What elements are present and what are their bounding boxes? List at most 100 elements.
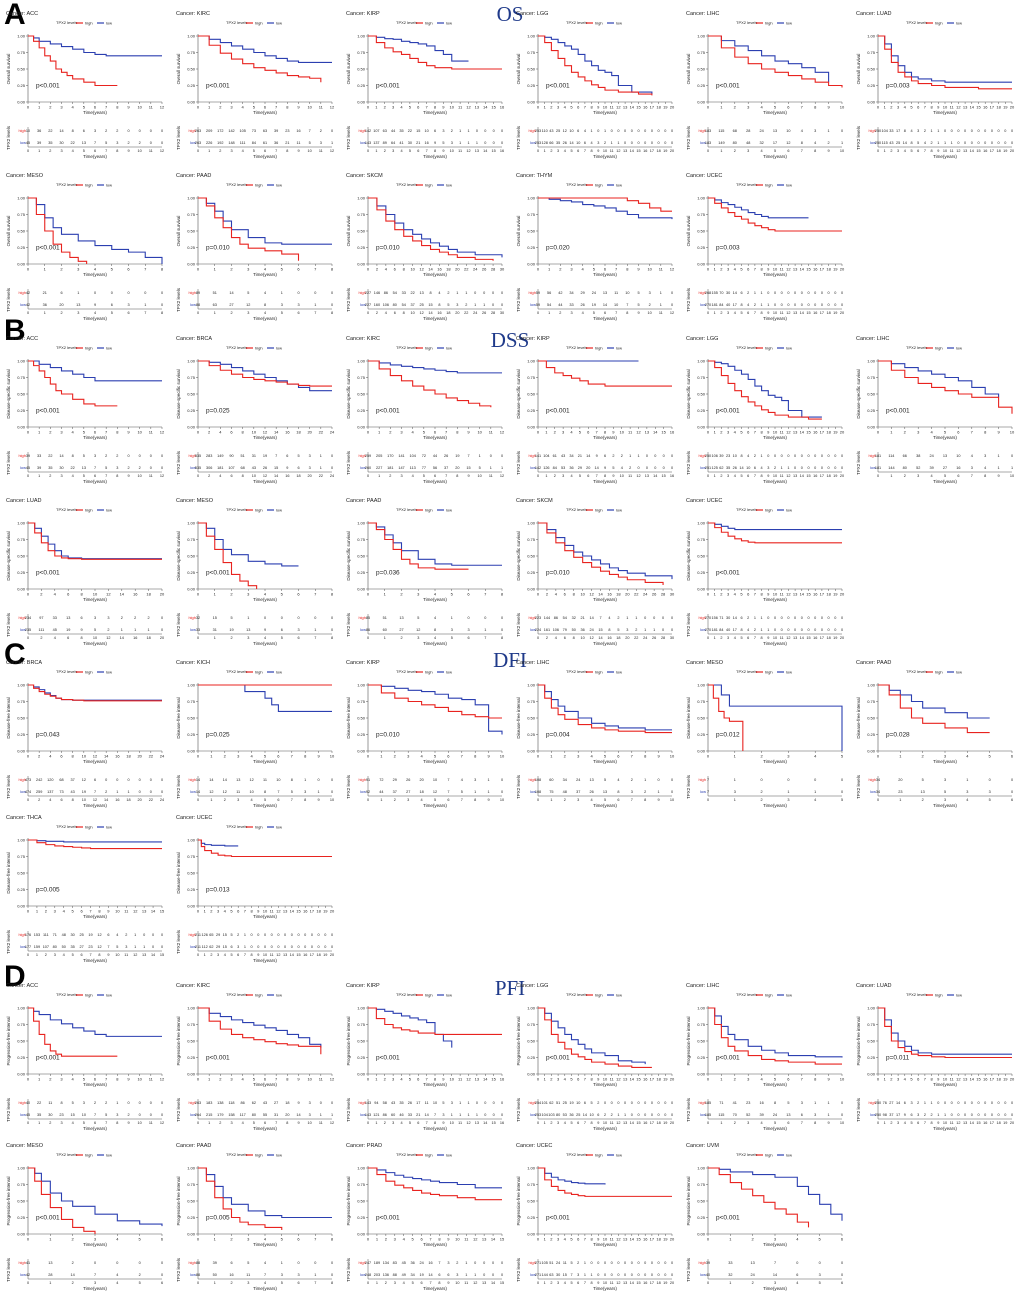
risk-count-high: 1	[635, 616, 637, 620]
legend-title: TPX2 levels	[396, 669, 417, 674]
risk-count-low: 0	[483, 1273, 485, 1277]
risk-x-axis-label: Time(years)	[933, 1126, 957, 1131]
risk-count-high: 25	[563, 1101, 567, 1105]
x-axis-label: Time(years)	[593, 1242, 617, 1247]
risk-x-tick-label: 7	[314, 1281, 316, 1285]
y-tick-label: 0.50	[697, 229, 706, 234]
x-tick-label: 13	[482, 1237, 487, 1242]
y-tick-label: 0.25	[357, 570, 366, 575]
x-tick-label: 8	[590, 105, 593, 110]
risk-count-high: 0	[658, 1101, 660, 1105]
x-tick-label: 9	[637, 267, 640, 272]
risk-count-high: 5	[247, 291, 249, 295]
risk-x-tick-label: 11	[270, 953, 274, 957]
risk-x-tick-label: 5	[570, 1281, 572, 1285]
risk-count-low: 0	[787, 628, 789, 632]
risk-row-high-label: high	[868, 777, 876, 782]
x-tick-label: 8	[644, 754, 647, 759]
risk-count-low: 5	[479, 466, 481, 470]
risk-x-tick-label: 14	[800, 311, 804, 315]
x-tick-label: 16	[983, 1077, 988, 1082]
legend-high-label: high	[255, 1153, 263, 1158]
x-tick-label: 12	[473, 1237, 478, 1242]
section-letter-d: D	[4, 960, 26, 993]
x-tick-label: 1	[714, 430, 717, 435]
x-tick-label: 0	[197, 754, 200, 759]
y-tick-label: 1.00	[697, 1166, 706, 1171]
risk-count-low: 0	[161, 790, 163, 794]
x-tick-label: 10	[137, 1077, 142, 1082]
x-tick-label: 7	[484, 592, 487, 597]
risk-count-low: 143	[365, 1113, 371, 1117]
risk-count-low: 112	[202, 945, 208, 949]
y-axis-label: Disease-specific survival	[176, 531, 181, 580]
risk-count-low: 27	[229, 303, 233, 307]
risk-count-high: 6	[286, 454, 288, 458]
risk-x-tick-label: 6	[94, 474, 96, 478]
risk-count-low: 24	[589, 628, 593, 632]
risk-count-low: 35	[37, 1113, 41, 1117]
x-tick-label: 8	[626, 267, 629, 272]
risk-count-low: 0	[663, 466, 665, 470]
risk-x-tick-label: 18	[146, 636, 150, 640]
y-tick-label: 0.25	[17, 408, 26, 413]
risk-count-high: 5	[570, 1261, 572, 1265]
risk-count-high: 2	[631, 778, 633, 782]
risk-count-high: 155	[712, 291, 718, 295]
risk-count-high: 14	[223, 778, 227, 782]
risk-count-low: 53	[563, 1113, 567, 1117]
risk-row-high-label: high	[18, 932, 26, 937]
risk-x-tick-label: 8	[403, 311, 405, 315]
y-tick-label: 0.00	[187, 1072, 196, 1077]
risk-count-high: 51	[556, 1101, 560, 1105]
risk-count-low: 5	[442, 141, 444, 145]
risk-count-low: 0	[150, 790, 152, 794]
risk-count-low: 1	[761, 628, 763, 632]
risk-x-tick-label: 12	[500, 474, 504, 478]
legend-high-label: high	[765, 346, 773, 351]
y-tick-label: 0.50	[187, 229, 196, 234]
risk-count-low: 0	[991, 141, 993, 145]
risk-x-tick-label: 0	[197, 636, 199, 640]
risk-x-tick-label: 8	[434, 149, 436, 153]
x-tick-label: 4	[564, 1077, 567, 1082]
risk-count-low: 3	[237, 945, 239, 949]
risk-x-axis-label: Time(years)	[933, 154, 957, 159]
chart-title: Cancer: UCEC	[516, 1143, 552, 1149]
series-high-curve	[708, 1007, 842, 1065]
risk-x-tick-label: 14	[598, 636, 602, 640]
x-tick-label: 2	[554, 430, 557, 435]
risk-x-tick-label: 10	[620, 474, 624, 478]
risk-count-high: 10	[433, 1101, 437, 1105]
legend-title: TPX2 levels	[396, 182, 417, 187]
x-tick-label: 3	[727, 592, 730, 597]
y-tick-label: 0.50	[187, 1039, 196, 1044]
risk-count-low: 6	[597, 1113, 599, 1117]
x-tick-label: 0	[877, 105, 880, 110]
risk-x-tick-label: 1	[38, 149, 40, 153]
risk-count-high: 111	[43, 933, 49, 937]
risk-count-high: 12	[97, 933, 101, 937]
x-tick-label: 6	[747, 592, 750, 597]
legend-title: TPX2 levels	[396, 20, 417, 25]
risk-x-tick-label: 0	[27, 1281, 29, 1285]
risk-x-tick-label: 13	[475, 1121, 479, 1125]
risk-row-high-label: high	[188, 290, 196, 295]
risk-count-low: 21	[416, 141, 420, 145]
y-tick-label: 0.50	[697, 67, 706, 72]
risk-x-tick-label: 6	[1011, 798, 1013, 802]
x-tick-label: 16	[643, 105, 648, 110]
y-tick-label: 1.00	[527, 1166, 536, 1171]
risk-count-high: 0	[944, 129, 946, 133]
risk-count-low: 0	[304, 945, 306, 949]
risk-x-axis-label: Time(years)	[253, 479, 277, 484]
risk-count-high: 0	[671, 129, 673, 133]
risk-count-low: 84	[719, 303, 723, 307]
risk-count-high: 24	[419, 1261, 423, 1265]
risk-x-tick-label: 3	[217, 953, 219, 957]
risk-count-high: 6	[740, 616, 742, 620]
risk-x-tick-label: 18	[616, 636, 620, 640]
